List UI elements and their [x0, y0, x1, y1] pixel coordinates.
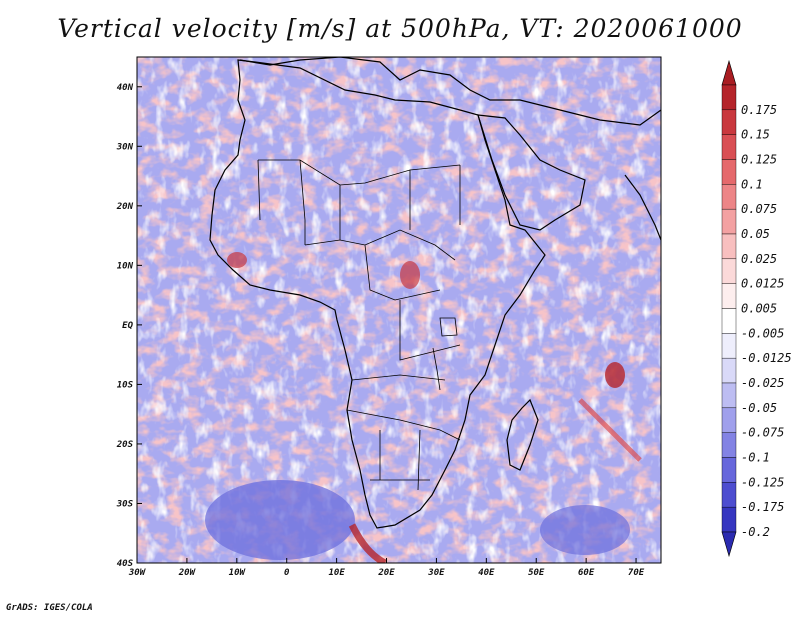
europe-coastline — [239, 57, 661, 126]
madagascar-coastline — [506, 398, 539, 471]
velocity-field — [137, 57, 661, 563]
colorbar-swatch — [721, 333, 737, 359]
colorbar-swatch — [721, 134, 737, 160]
border-lines-central — [304, 229, 461, 381]
colorbar-label: -0.1 — [741, 451, 770, 465]
colorbar-label: -0.005 — [741, 326, 784, 340]
colorbar-swatch — [721, 308, 737, 334]
lon-tick-label: 50E — [528, 568, 545, 578]
colorbar-swatch — [721, 407, 737, 433]
lake-victoria — [439, 317, 458, 337]
map-title: Vertical velocity [m/s] at 500hPa, VT: 2… — [57, 14, 743, 43]
lat-tick-label: 10S — [117, 380, 134, 390]
colorbar-label: 0.075 — [741, 202, 777, 216]
strong-ascent-indian-ocean — [605, 362, 625, 388]
strong-subsidence-indian-ocean — [540, 505, 630, 555]
border-lines-south — [346, 409, 461, 491]
colorbar-swatch — [721, 84, 737, 111]
colorbar-swatch — [721, 208, 737, 235]
lon-tick-label: 10W — [229, 568, 247, 578]
colorbar-label: -0.125 — [741, 475, 784, 489]
colorbar-swatch — [721, 506, 737, 533]
colorbar-swatch — [721, 283, 737, 309]
ascent-band-east — [578, 398, 642, 462]
colorbar-label: 0.175 — [741, 103, 777, 117]
colorbar-label: -0.0125 — [741, 351, 792, 365]
strong-subsidence-south-atlantic — [205, 480, 355, 560]
axes: 30W 20W 10W 0 10E 20E 30E 40E 50E 60E 70E 40N 30N 20N… — [116, 83, 645, 578]
lon-tick-label: 20W — [178, 568, 197, 578]
colorbar-swatch — [721, 432, 737, 458]
colorbar-swatch — [721, 382, 737, 409]
colorbar-label: -0.025 — [741, 376, 784, 390]
lon-tick-label: 0 — [284, 568, 290, 578]
colorbar-label: 0.005 — [741, 302, 777, 316]
lat-tick-label: 20S — [116, 440, 134, 450]
border-lines-north — [257, 159, 461, 245]
lat-tick-label: 10N — [117, 261, 134, 271]
ascent-central-africa — [400, 261, 420, 289]
colorbar-label: -0.175 — [741, 500, 784, 514]
colorbar-label: 0.125 — [741, 153, 777, 167]
lon-tick-label: 30W — [128, 568, 147, 578]
lon-tick-label: 70E — [628, 568, 645, 578]
ascent-west-africa — [227, 252, 247, 268]
credit-text: GrADS: IGES/COLA — [6, 603, 93, 613]
lat-tick-label: 30N — [116, 142, 134, 152]
lat-tick-label: 20N — [116, 202, 134, 212]
colorbar-label: 0.025 — [741, 252, 777, 266]
colorbar-swatch — [721, 233, 737, 260]
lake-tanganyika — [432, 347, 441, 391]
colorbar-swatch — [721, 457, 737, 483]
colorbar-label: -0.05 — [741, 401, 777, 415]
lon-tick-label: 60E — [578, 568, 595, 578]
field-noise — [137, 57, 661, 563]
lat-tick-label: EQ — [122, 321, 133, 331]
lat-tick-label: 40N — [117, 83, 134, 93]
frontal-ascent-band — [348, 523, 387, 563]
colorbar-label: 0.15 — [741, 128, 770, 142]
colorbar-swatch — [721, 159, 737, 185]
lat-tick-label: 40S — [117, 559, 134, 569]
colorbar: 0.175 0.15 0.125 0.1 0.075 0.05 0.025 0.0125 0.0… — [721, 59, 792, 558]
lat-tick-label: 30S — [116, 499, 134, 509]
india-coastline — [624, 174, 661, 241]
colorbar-swatch — [721, 258, 737, 284]
colorbar-swatch — [721, 184, 737, 210]
colorbar-label: 0.0125 — [741, 277, 784, 291]
colorbar-bottom-arrow — [721, 531, 737, 558]
colorbar-swatch — [721, 482, 737, 508]
colorbar-swatch — [721, 109, 737, 135]
lon-tick-label: 10E — [328, 568, 345, 578]
plot-frame — [136, 56, 662, 564]
lon-tick-label: 40E — [478, 568, 495, 578]
lon-tick-label: 20E — [377, 568, 395, 578]
coastlines — [209, 57, 661, 529]
arabian-coastline — [477, 114, 586, 231]
colorbar-swatch — [721, 357, 737, 384]
colorbar-label: -0.2 — [741, 525, 770, 539]
colorbar-top-arrow — [721, 59, 737, 86]
colorbar-label: 0.05 — [741, 227, 770, 241]
country-borders — [257, 159, 461, 491]
lon-tick-label: 30E — [427, 568, 445, 578]
colorbar-label: -0.075 — [741, 426, 784, 440]
colorbar-label: 0.1 — [741, 177, 763, 191]
